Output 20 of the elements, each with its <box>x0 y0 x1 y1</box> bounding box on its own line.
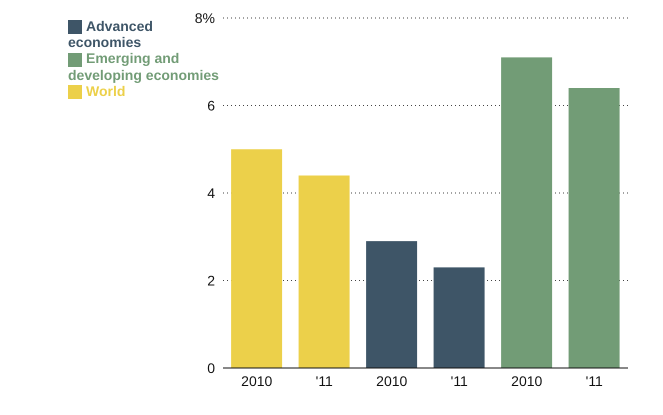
y-tick-label: 2 <box>207 272 216 288</box>
x-tick-label: '11 <box>586 372 604 389</box>
bar <box>568 88 620 368</box>
x-tick-label: '11 <box>316 372 334 389</box>
x-tick-label: '11 <box>450 372 468 389</box>
bar <box>501 57 552 368</box>
bar <box>298 176 350 368</box>
bar <box>231 149 282 368</box>
y-tick-label: 6 <box>207 97 216 114</box>
legend-label: World <box>86 82 126 99</box>
x-tick-label: 2010 <box>376 372 408 389</box>
y-tick-label: 0 <box>207 360 216 376</box>
y-tick-label: 4 <box>207 184 216 201</box>
y-tick-label: 8% <box>194 10 215 26</box>
bar <box>366 241 418 368</box>
bar <box>434 267 485 368</box>
legend-label: Emerging and developing economies <box>68 50 219 83</box>
x-tick-label: 2010 <box>511 372 543 389</box>
legend-label: Advanced economies <box>68 18 153 50</box>
x-tick-label: 2010 <box>241 372 273 389</box>
